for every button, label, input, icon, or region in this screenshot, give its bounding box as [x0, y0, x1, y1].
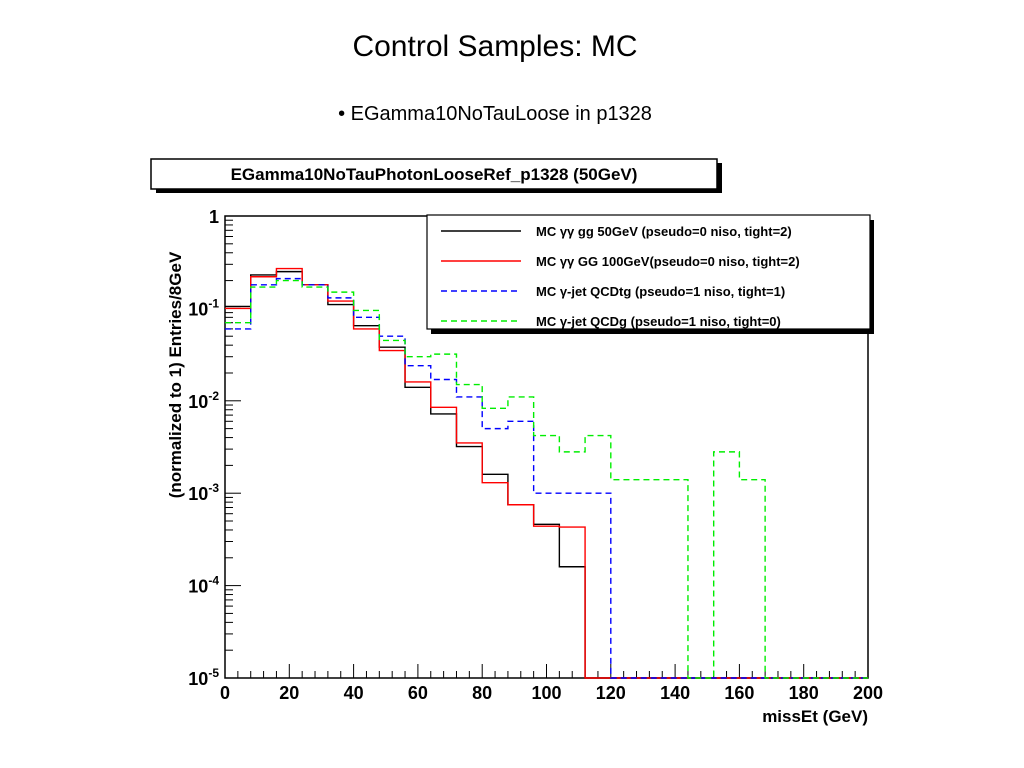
- x-tick-label: 120: [596, 683, 626, 703]
- x-tick-label: 100: [531, 683, 561, 703]
- plot-title: EGamma10NoTauPhotonLooseRef_p1328 (50GeV…: [231, 165, 638, 184]
- legend-label: MC γγ GG 100GeV(pseudo=0 niso, tight=2): [536, 254, 800, 269]
- x-axis-title: missEt (GeV): [762, 707, 868, 726]
- legend-label: MC γγ gg 50GeV (pseudo=0 niso, tight=2): [536, 224, 792, 239]
- x-tick-label: 200: [853, 683, 883, 703]
- x-tick-label: 160: [724, 683, 754, 703]
- y-tick-label: 10-1: [188, 296, 219, 319]
- legend-box: [426, 214, 871, 330]
- y-tick-label: 1: [209, 207, 219, 227]
- axis-ticks: 0 20 40 60 80 100 120 140 160 180 200 1 10-1 10-2 10-3…: [188, 207, 883, 703]
- series-layer: [225, 267, 868, 679]
- x-tick-label: 180: [789, 683, 819, 703]
- slide-title: Control Samples: MC: [352, 30, 638, 63]
- series-line-4: [225, 279, 868, 679]
- x-tick-label: 80: [472, 683, 492, 703]
- series-line-3: [225, 277, 868, 679]
- x-tick-label: 20: [279, 683, 299, 703]
- plot-title-box: [150, 158, 718, 190]
- x-tick-label: 140: [660, 683, 690, 703]
- slide-bullet: • EGamma10NoTauLoose in p1328: [338, 103, 652, 125]
- x-tick-label: 60: [408, 683, 428, 703]
- y-tick-label: 10-3: [188, 481, 219, 504]
- y-tick-label: 10-2: [188, 389, 219, 412]
- legend-label: MC γ-jet QCDtg (pseudo=1 niso, tight=1): [536, 284, 785, 299]
- x-tick-label: 40: [344, 683, 364, 703]
- y-axis-title: (normalized to 1) Entries/8GeV: [166, 251, 185, 498]
- x-tick-label: 0: [220, 683, 230, 703]
- legend-label: MC γ-jet QCDg (pseudo=1 niso, tight=0): [536, 314, 781, 329]
- legend: MC γγ gg 50GeV (pseudo=0 niso, tight=2) M…: [441, 224, 800, 329]
- y-tick-label: 10-4: [188, 574, 219, 597]
- y-tick-label: 10-5: [188, 666, 219, 689]
